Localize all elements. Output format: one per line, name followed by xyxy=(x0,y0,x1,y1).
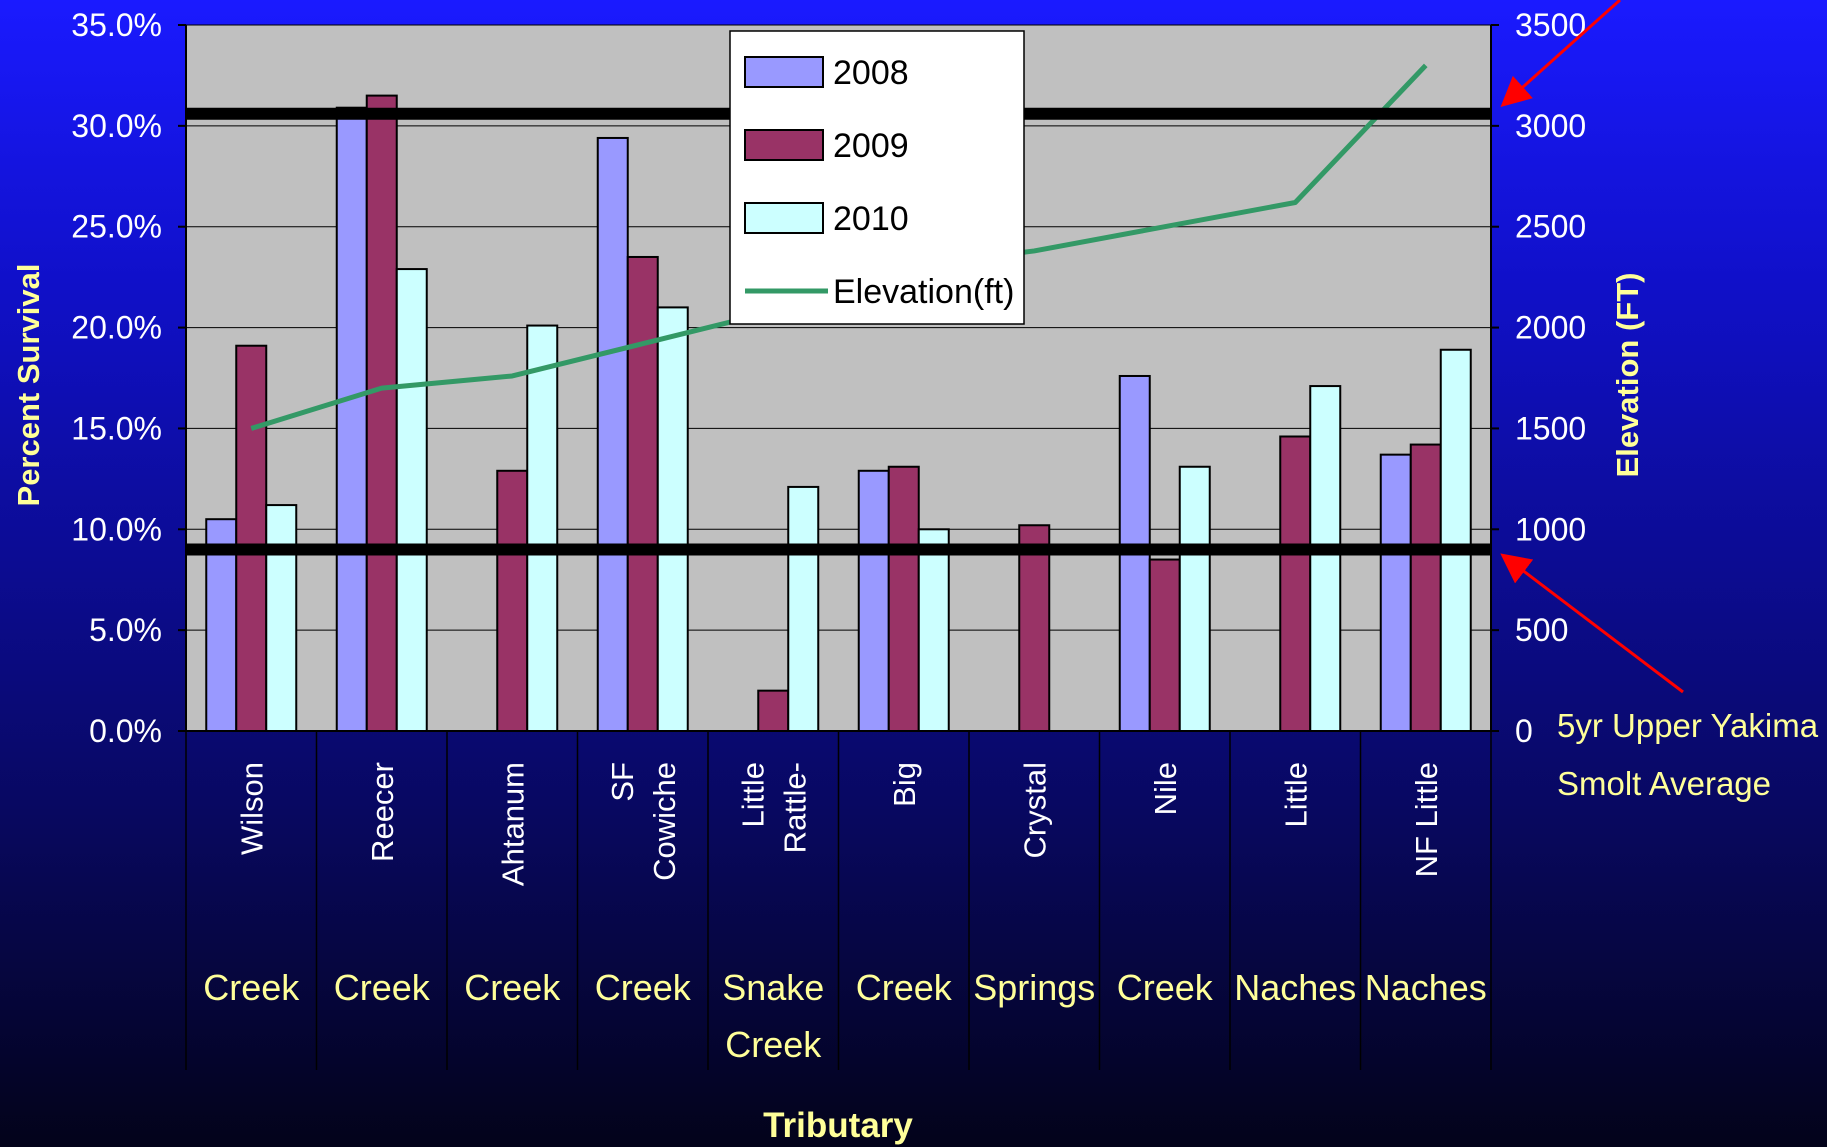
y-tick-label-left: 0.0% xyxy=(89,713,162,749)
y-tick-label-right: 1500 xyxy=(1515,410,1586,446)
category-label-bottom: Creek xyxy=(725,1024,822,1065)
y-tick-label-left: 5.0% xyxy=(89,612,162,648)
bar-2010 xyxy=(265,504,298,732)
legend-swatch-2008 xyxy=(744,56,824,88)
bar-2009 xyxy=(365,94,398,733)
category-label-top: Ahtanum xyxy=(495,762,530,886)
bar-2009 xyxy=(496,469,529,732)
annotation-text: Smolt Average xyxy=(1557,765,1771,802)
bar-2010 xyxy=(656,306,689,732)
bar-2010 xyxy=(526,324,559,732)
category-label-top: Reecer xyxy=(365,762,400,862)
legend-label-2008: 2008 xyxy=(833,54,909,92)
category-label-bottom: Creek xyxy=(595,967,692,1008)
bar-2010 xyxy=(917,528,950,732)
category-label-top: Wilson xyxy=(234,762,269,855)
legend-swatch-2009 xyxy=(744,129,824,161)
y-axis-right-title: Elevation (FT) xyxy=(1610,273,1645,478)
category-label-bottom: Creek xyxy=(203,967,300,1008)
bar-2010 xyxy=(395,268,428,732)
category-label-top: NF Little xyxy=(1409,762,1444,877)
category-label-top: Big xyxy=(887,762,922,807)
category-labels: Wilson Creek Reecer Creek Ahtanum Creek SF Cowi… xyxy=(203,762,1487,1065)
y-tick-label-right: 2500 xyxy=(1515,209,1586,245)
legend-swatch-2010 xyxy=(744,202,824,234)
category-label-bottom: Naches xyxy=(1365,967,1487,1008)
y-tick-label-right: 1000 xyxy=(1515,511,1586,547)
y-tick-label-right: 3000 xyxy=(1515,108,1586,144)
bar-2010 xyxy=(1439,348,1472,732)
bar-2008 xyxy=(596,136,629,732)
bar-2009 xyxy=(1279,435,1312,732)
annotation-arrow-bottom xyxy=(1500,553,1684,694)
bar-2009 xyxy=(1148,558,1181,732)
category-label-top: Little xyxy=(1278,762,1313,827)
y-tick-label-right: 500 xyxy=(1515,612,1568,648)
bar-2008 xyxy=(857,469,890,732)
bar-2008 xyxy=(1379,453,1412,732)
category-label-bottom: Creek xyxy=(334,967,431,1008)
bar-2009 xyxy=(757,689,790,733)
bar-2010 xyxy=(1178,465,1211,732)
bar-2010 xyxy=(1309,385,1342,732)
bar-2009 xyxy=(1018,524,1051,732)
bar-2010 xyxy=(787,485,820,732)
y-tick-label-right: 0 xyxy=(1515,713,1533,749)
y-tick-label-left: 30.0% xyxy=(71,108,162,144)
category-label-bottom: Creek xyxy=(464,967,561,1008)
category-label-top: Little xyxy=(735,762,770,827)
category-label-bottom: Springs xyxy=(973,967,1095,1008)
annotation-text: 5yr Upper Yakima xyxy=(1557,707,1819,744)
bar-2009 xyxy=(887,465,920,732)
category-label-top: SF xyxy=(605,762,640,802)
category-label-top: Nile xyxy=(1148,762,1183,815)
y-tick-label-left: 10.0% xyxy=(71,511,162,547)
y-tick-label-right: 2000 xyxy=(1515,310,1586,346)
bar-2008 xyxy=(335,106,368,732)
legend-label-elevation: Elevation(ft) xyxy=(833,273,1014,311)
category-label-top: Rattle- xyxy=(777,762,812,853)
annotation-arrow-top xyxy=(1500,0,1622,108)
axes xyxy=(185,25,1492,1070)
y-tick-label-left: 15.0% xyxy=(71,410,162,446)
y-tick-label-left: 20.0% xyxy=(71,310,162,346)
annotation: 5yr Upper Yakima Smolt Average xyxy=(1557,707,1819,802)
bar-2009 xyxy=(235,344,268,732)
right-axis-ticks: 0 500 1000 1500 2000 2500 3000 3500 xyxy=(1491,7,1586,749)
category-label-top: Crystal xyxy=(1017,762,1052,858)
y-tick-label-right: 3500 xyxy=(1515,7,1586,43)
legend-label-2009: 2009 xyxy=(833,127,909,165)
category-label-bottom: Creek xyxy=(1117,967,1214,1008)
legend: 2008 2009 2010 Elevation(ft) xyxy=(729,30,1025,325)
y-tick-label-left: 25.0% xyxy=(71,209,162,245)
y-axis-left-title: Percent Survival xyxy=(11,264,46,507)
category-label-bottom: Naches xyxy=(1234,967,1356,1008)
bar-2009 xyxy=(1409,443,1442,732)
category-label-bottom: Creek xyxy=(856,967,953,1008)
category-label-top: Cowiche xyxy=(647,762,682,881)
bar-2009 xyxy=(626,255,659,732)
y-tick-label-left: 35.0% xyxy=(71,7,162,43)
category-label-bottom: Snake xyxy=(722,967,824,1008)
left-axis-ticks: 0.0% 5.0% 10.0% 15.0% 20.0% 25.0% 30.0% 35.0% xyxy=(71,7,186,749)
legend-label-2010: 2010 xyxy=(833,200,909,238)
x-axis-title: Tributary xyxy=(763,1106,913,1145)
